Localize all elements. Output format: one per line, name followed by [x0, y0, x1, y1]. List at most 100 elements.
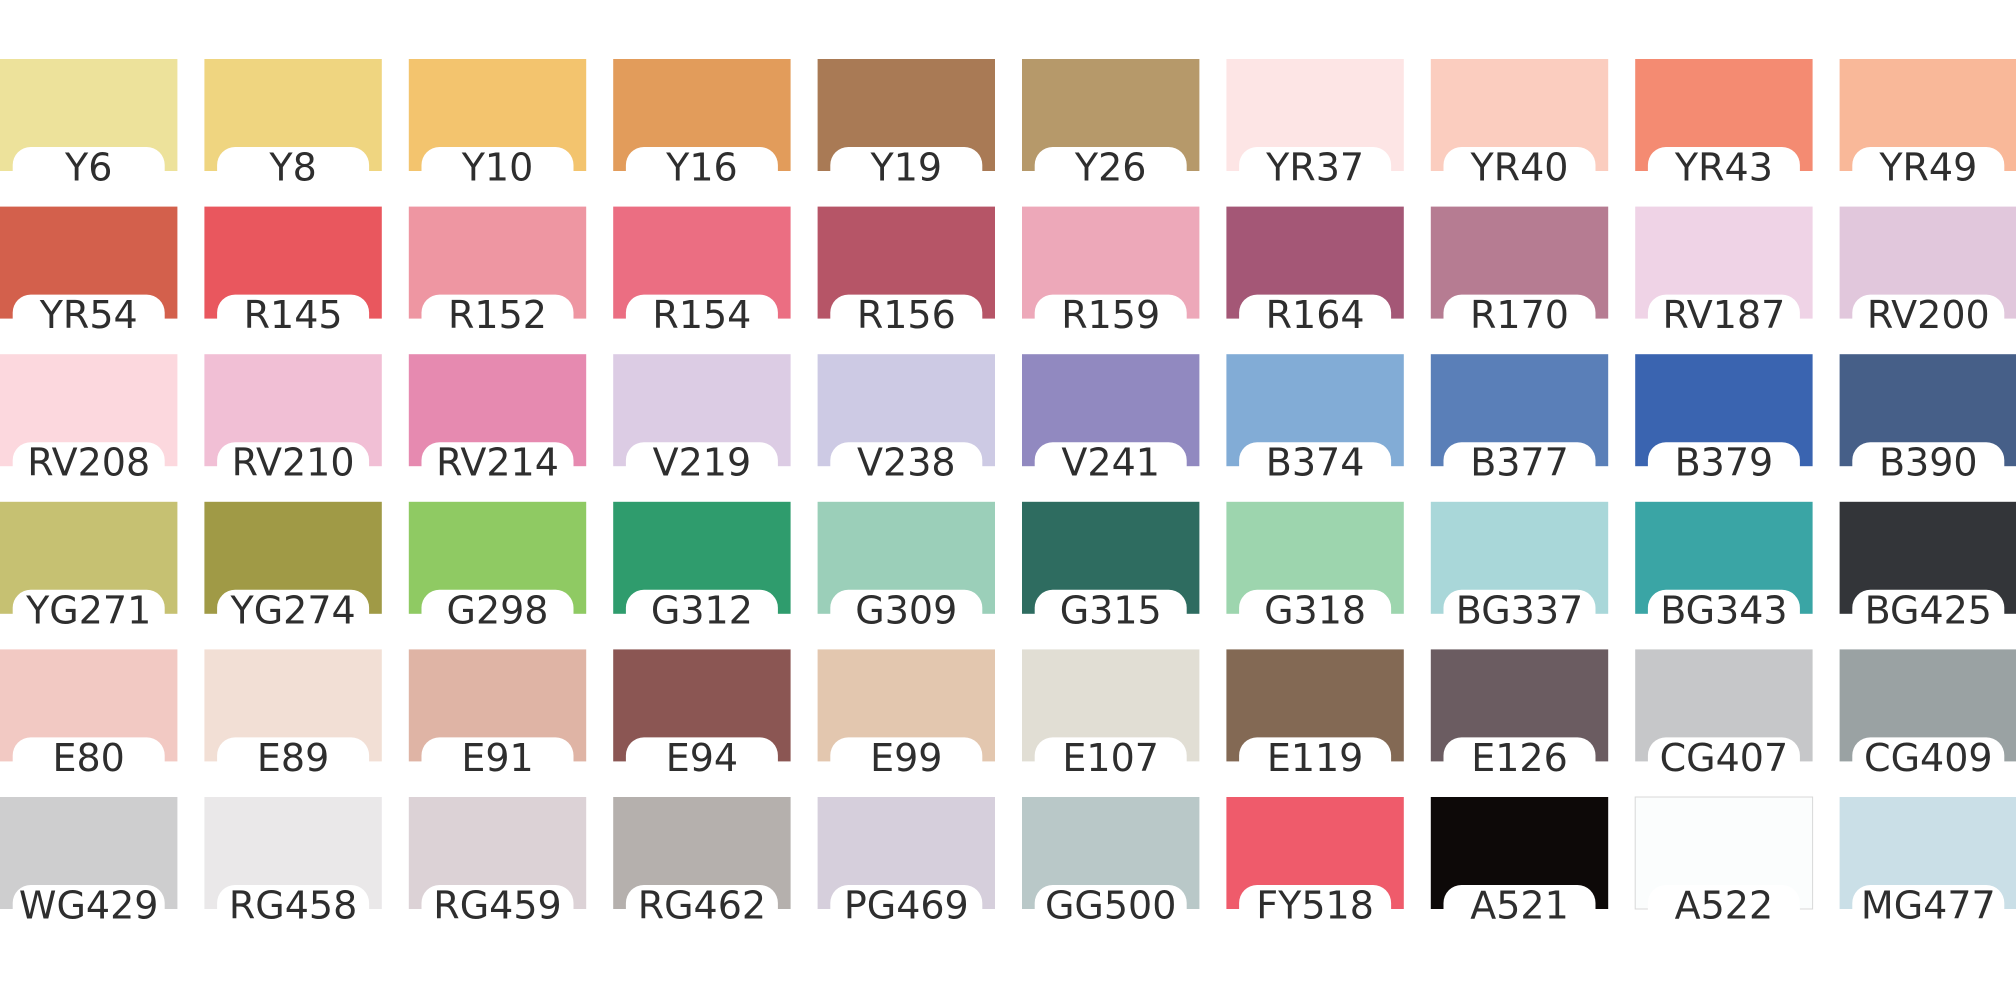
swatch-label: E99	[870, 736, 942, 780]
swatch-label: RV210	[232, 441, 355, 485]
label-tab	[1852, 294, 2005, 341]
label-tab	[1239, 442, 1392, 489]
label-tab	[625, 294, 778, 341]
label-tab	[1443, 885, 1596, 931]
label-tab	[421, 294, 574, 341]
swatch-label: G312	[651, 588, 753, 632]
swatch-label: G298	[447, 588, 549, 632]
label-tab	[421, 885, 574, 931]
swatch-label: RV187	[1662, 293, 1785, 337]
swatch-label: R156	[857, 293, 956, 337]
swatch-label: RG459	[433, 884, 561, 928]
label-tab	[421, 737, 574, 784]
label-tab	[217, 589, 370, 636]
label-tab	[1034, 589, 1187, 636]
swatch-label: YG274	[229, 588, 355, 632]
label-tab	[12, 442, 165, 489]
swatch-label: V219	[653, 441, 752, 485]
label-tab	[217, 737, 370, 784]
label-tab	[830, 885, 983, 931]
label-tab	[830, 147, 983, 193]
swatch-label: MG477	[1861, 884, 1996, 928]
swatch-label: YR40	[1470, 146, 1569, 190]
swatch-label: R170	[1470, 293, 1569, 337]
label-tab	[12, 589, 165, 636]
label-tab	[1239, 737, 1392, 784]
label-tab	[1443, 442, 1596, 489]
swatch-label: G318	[1264, 588, 1366, 632]
swatch-label: GG500	[1045, 884, 1176, 928]
label-tab	[1647, 147, 1800, 193]
swatch-label: A521	[1470, 884, 1569, 928]
swatch-label: V241	[1061, 441, 1160, 485]
label-tab	[1852, 589, 2005, 636]
label-tab	[1239, 589, 1392, 636]
swatch-label: R152	[448, 293, 547, 337]
label-tab	[1647, 442, 1800, 489]
swatch-label: E119	[1267, 736, 1364, 780]
swatch-label: YR54	[39, 293, 138, 337]
label-tab	[1647, 589, 1800, 636]
swatch-label: E91	[461, 736, 533, 780]
swatch-label: V238	[857, 441, 956, 485]
label-tab	[12, 885, 165, 931]
swatch-label: Y19	[870, 146, 943, 190]
label-tab	[1239, 147, 1392, 193]
swatch-label: E107	[1062, 736, 1159, 780]
swatch-label: BG425	[1865, 588, 1992, 632]
label-tab	[830, 737, 983, 784]
swatch-label: YR43	[1674, 146, 1773, 190]
swatch-label: E126	[1471, 736, 1568, 780]
label-tab	[1443, 294, 1596, 341]
label-tab	[421, 147, 574, 193]
label-tab	[830, 589, 983, 636]
swatch-label: RV208	[27, 441, 150, 485]
label-tab	[1034, 147, 1187, 193]
swatch-label: R145	[244, 293, 343, 337]
label-tab	[421, 442, 574, 489]
label-tab	[1239, 885, 1392, 931]
label-tab	[830, 294, 983, 341]
label-tab	[625, 147, 778, 193]
swatch-label: RG462	[638, 884, 766, 928]
swatch-label: RG458	[229, 884, 357, 928]
label-tab	[12, 737, 165, 784]
label-tab	[12, 294, 165, 341]
label-tab	[1443, 589, 1596, 636]
swatch-label: B390	[1879, 441, 1978, 485]
label-tab	[1034, 294, 1187, 341]
swatch-label: CG409	[1864, 736, 1993, 780]
swatch-label: G315	[1060, 588, 1162, 632]
swatch-label: Y10	[461, 146, 534, 190]
swatch-label: YR37	[1265, 146, 1364, 190]
label-tab	[1034, 737, 1187, 784]
swatch-label: Y6	[64, 146, 112, 190]
swatch-label: A522	[1675, 884, 1774, 928]
label-tab	[625, 737, 778, 784]
swatch-label: CG407	[1660, 736, 1789, 780]
swatch-label: Y16	[665, 146, 738, 190]
label-tab	[217, 442, 370, 489]
label-tab	[1852, 737, 2005, 784]
swatch-label: WG429	[19, 884, 159, 928]
swatch-label: Y8	[268, 146, 316, 190]
label-tab	[217, 885, 370, 931]
label-tab	[217, 294, 370, 341]
label-tab	[1852, 147, 2005, 193]
label-tab	[1034, 442, 1187, 489]
label-tab	[830, 442, 983, 489]
label-tab	[1647, 737, 1800, 784]
label-tab	[1852, 885, 2005, 931]
swatch-label: E89	[257, 736, 329, 780]
swatch-label: YG271	[25, 588, 151, 632]
label-tab	[12, 147, 165, 193]
swatch-label: B374	[1266, 441, 1365, 485]
swatch-label: R154	[652, 293, 751, 337]
swatch-label: E80	[53, 736, 125, 780]
swatch-label: R164	[1266, 293, 1365, 337]
swatch-label: B379	[1675, 441, 1774, 485]
swatch-label: BG343	[1660, 588, 1787, 632]
label-tab	[1239, 294, 1392, 341]
label-tab	[1647, 885, 1800, 931]
